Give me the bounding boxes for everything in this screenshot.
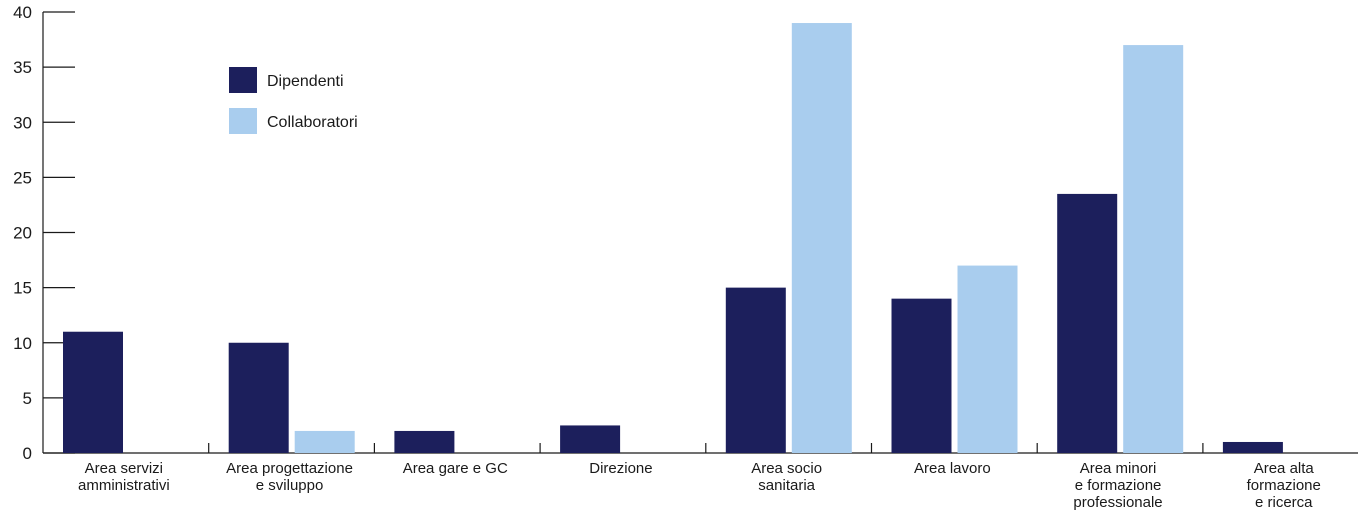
x-tick-label-line: Area minori <box>1080 460 1157 477</box>
bar-dipendenti <box>1057 193 1118 453</box>
x-tick-label: Direzione <box>589 460 652 477</box>
legend: Dipendenti Collaboratori <box>229 67 358 134</box>
x-tick-label-line: Area gare e GC <box>403 460 508 477</box>
y-tick-label: 20 <box>13 224 32 243</box>
x-tick-label-line: e sviluppo <box>256 477 324 494</box>
bar-dipendenti <box>891 298 952 453</box>
x-tick-label: Area socio sanitaria <box>751 460 822 494</box>
x-tick-label: Area progettazione e sviluppo <box>226 460 353 494</box>
x-tick-label-line: Area servizi <box>85 460 163 477</box>
bar-collaboratori <box>1123 45 1184 453</box>
bar-collaboratori <box>791 23 852 454</box>
bar-dipendenti <box>394 430 455 453</box>
bar-collaboratori <box>294 430 355 453</box>
y-tick-label: 10 <box>13 334 32 353</box>
bar-dipendenti <box>560 425 621 453</box>
y-tick-label: 15 <box>13 279 32 298</box>
x-tick-label-line: e formazione <box>1075 477 1162 494</box>
bar-collaboratori <box>957 265 1018 453</box>
y-axis: 0 5 10 15 20 25 30 35 40 <box>13 3 75 463</box>
y-tick-label: 35 <box>13 58 32 77</box>
x-tick-label-line: Area lavoro <box>914 460 991 477</box>
x-tick-label: Area servizi amministrativi <box>78 460 170 494</box>
legend-label-collaboratori: Collaboratori <box>267 114 358 131</box>
x-tick-label-line: formazione <box>1247 477 1321 494</box>
x-tick-label-line: Area alta <box>1254 460 1315 477</box>
x-tick-label-line: amministrativi <box>78 477 170 494</box>
x-tick-label-line: Area progettazione <box>226 460 353 477</box>
y-tick-label: 25 <box>13 168 32 187</box>
x-tick-label-line: professionale <box>1073 494 1162 511</box>
y-tick-label: 5 <box>23 389 32 408</box>
bars <box>63 23 1283 454</box>
y-tick-label: 40 <box>13 3 32 22</box>
bar-dipendenti <box>725 287 786 453</box>
bar-dipendenti <box>1222 441 1283 453</box>
y-tick-label: 30 <box>13 113 32 132</box>
y-tick-label: 0 <box>23 444 32 463</box>
legend-swatch-collaboratori <box>229 108 257 134</box>
bar-dipendenti <box>228 342 289 453</box>
x-tick-label-line: e ricerca <box>1255 494 1313 511</box>
x-tick-label-line: Area socio <box>751 460 822 477</box>
legend-swatch-dipendenti <box>229 67 257 93</box>
category-labels: Area servizi amministrativi Area progettaz… <box>78 460 1321 511</box>
x-tick-label: Area gare e GC <box>403 460 508 477</box>
bar-dipendenti <box>63 331 123 453</box>
x-tick-label-line: sanitaria <box>758 477 815 494</box>
legend-label-dipendenti: Dipendenti <box>267 73 344 90</box>
x-tick-label: Area alta formazione e ricerca <box>1247 460 1321 511</box>
x-tick-label: Area lavoro <box>914 460 991 477</box>
x-tick-label-line: Direzione <box>589 460 652 477</box>
x-tick-label: Area minori e formazione professionale <box>1073 460 1162 511</box>
